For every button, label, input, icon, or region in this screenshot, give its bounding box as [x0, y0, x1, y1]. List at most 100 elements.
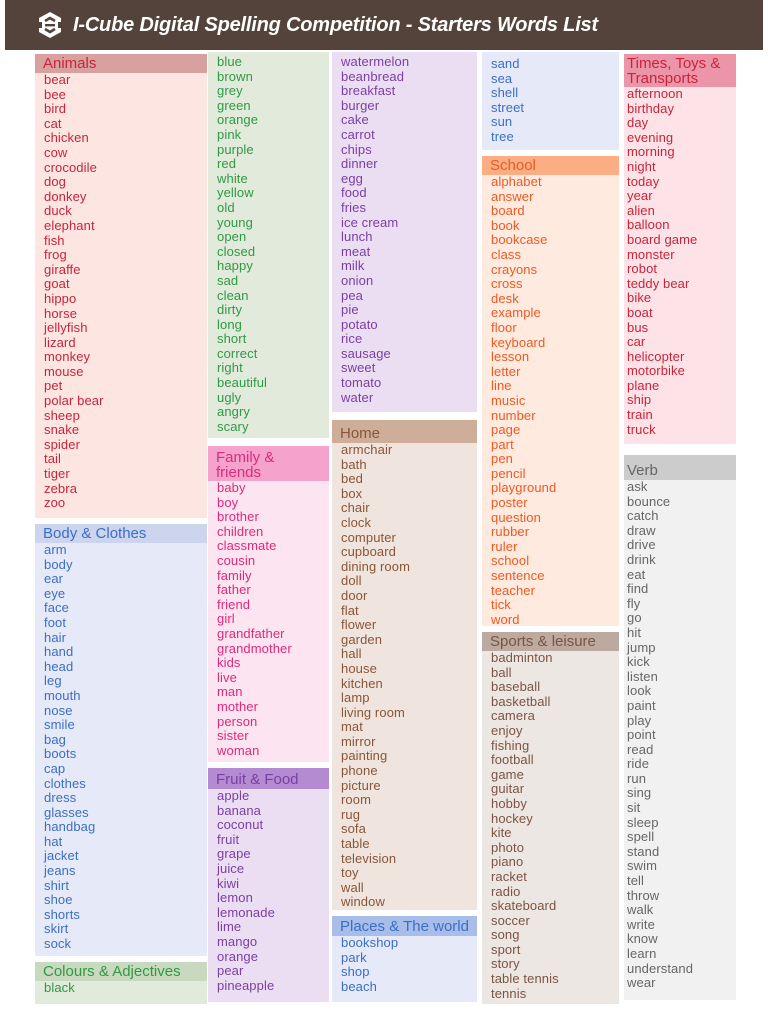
word-item: orange — [217, 948, 259, 964]
word-item: ride — [627, 756, 650, 772]
section-colours-adjectives-continued: blue brown grey green orange pink purple red whi… — [208, 52, 329, 438]
word-item: onion — [341, 272, 374, 288]
word-item: water — [341, 389, 374, 405]
word-item: watermelon — [341, 54, 410, 69]
word-item: sport — [491, 941, 521, 957]
word-item: dirty — [217, 302, 243, 318]
word-item: pink — [217, 126, 242, 142]
word-item: fly — [627, 595, 641, 611]
word-item: plane — [627, 377, 660, 393]
word-item: car — [627, 334, 646, 350]
word-item: angry — [217, 404, 251, 420]
word-item: bath — [341, 456, 367, 472]
word-item: old — [217, 199, 235, 215]
word-item: spider — [44, 436, 81, 452]
word-item: drive — [627, 537, 656, 553]
word-item: flower — [341, 617, 377, 633]
word-item: line — [491, 378, 512, 394]
word-item: flat — [341, 602, 359, 618]
word-list: bear bee bird cat chicken cow crocodile dog donk… — [35, 72, 207, 511]
word-list: alphabet answer board book bookcase class cray… — [482, 174, 619, 627]
word-item: yellow — [217, 185, 254, 201]
word-item: family — [217, 567, 252, 583]
word-item: evening — [627, 129, 674, 145]
word-item: crayons — [491, 261, 538, 277]
word-item: jellyfish — [44, 320, 88, 336]
word-item: box — [341, 485, 363, 501]
word-item: chair — [341, 500, 370, 516]
word-item: rice — [341, 331, 363, 347]
word-item: window — [341, 894, 385, 910]
page-title: I-Cube Digital Spelling Competition - St… — [73, 13, 598, 36]
word-item: breakfast — [341, 83, 396, 99]
word-item: music — [491, 392, 526, 408]
word-item: ask — [627, 479, 648, 494]
word-item: sit — [627, 800, 641, 816]
word-item: sea — [491, 70, 513, 86]
word-item: ruler — [491, 538, 518, 554]
word-item: computer — [341, 529, 396, 545]
word-item: apple — [217, 788, 250, 803]
word-item: stand — [627, 843, 660, 859]
word-list: watermelon beanbread breakfast burger cake ca… — [332, 52, 477, 405]
word-item: soccer — [491, 912, 530, 928]
word-item: keyboard — [491, 334, 546, 350]
word-item: cousin — [217, 552, 256, 568]
word-item: right — [217, 360, 243, 376]
word-item: clock — [341, 514, 372, 530]
word-item: hall — [341, 646, 362, 662]
section-title: Fruit & Food — [208, 768, 329, 789]
word-item: dinner — [341, 156, 378, 172]
word-list: bookshop park shop beach — [332, 935, 477, 994]
word-item: closed — [217, 243, 256, 259]
word-item: photo — [491, 839, 525, 855]
word-item: banana — [217, 802, 261, 818]
word-item: fries — [341, 199, 367, 215]
word-item: young — [217, 214, 253, 230]
word-item: tell — [627, 873, 645, 889]
word-item: catch — [627, 508, 659, 524]
word-list: black — [35, 980, 207, 996]
word-item: cow — [44, 144, 68, 160]
word-item: cap — [44, 760, 66, 776]
word-item: camera — [491, 708, 535, 724]
word-item: today — [627, 173, 660, 189]
word-item: pencil — [491, 465, 526, 481]
section-family-friends: Family & friends baby boy brother children c… — [208, 446, 329, 762]
section-body-clothes: Body & Clothes arm body ear eye face foot hair… — [35, 524, 207, 956]
word-item: bear — [44, 72, 71, 87]
word-item: father — [217, 582, 251, 598]
word-item: bike — [627, 290, 652, 306]
section-fruit-food-continued: watermelon beanbread breakfast burger cake ca… — [332, 52, 477, 412]
word-item: bee — [44, 86, 66, 102]
word-item: sweet — [341, 360, 376, 376]
word-item: beach — [341, 978, 377, 994]
word-item: know — [627, 931, 658, 947]
section-title: Colours & Adjectives — [35, 962, 207, 981]
word-item: green — [217, 97, 251, 113]
word-list: ask bounce catch draw drive drink eat find fly go… — [624, 479, 736, 991]
section-title: Animals — [35, 54, 207, 73]
word-item: radio — [491, 883, 521, 899]
word-item: meat — [341, 243, 371, 259]
word-list: badminton ball baseball basketball camera enj… — [482, 650, 619, 1001]
word-item: handbag — [44, 819, 96, 835]
word-item: elephant — [44, 217, 95, 233]
word-item: table tennis — [491, 971, 559, 987]
word-item: tree — [491, 128, 514, 144]
word-item: walk — [627, 902, 654, 918]
word-item: polar bear — [44, 393, 104, 409]
word-item: giraffe — [44, 261, 81, 277]
word-item: sad — [217, 272, 239, 288]
word-item: look — [627, 683, 652, 699]
word-item: alphabet — [491, 174, 542, 189]
word-item: teacher — [491, 582, 536, 598]
word-item: bed — [341, 471, 363, 487]
word-item: skirt — [44, 921, 69, 937]
word-item: jeans — [44, 863, 76, 879]
section-places-world-continued: sand sea shell street sun tree — [482, 52, 619, 150]
word-item: question — [491, 509, 541, 525]
word-item: egg — [341, 170, 363, 186]
word-item: zoo — [44, 495, 66, 511]
word-item: sister — [217, 728, 249, 744]
